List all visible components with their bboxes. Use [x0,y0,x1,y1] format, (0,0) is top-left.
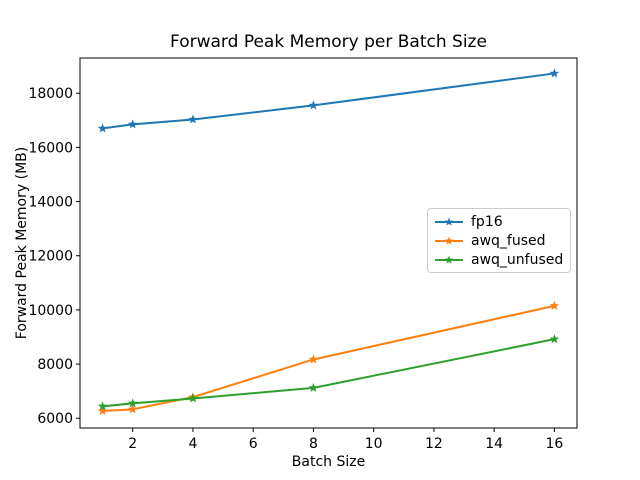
x-tick-label: 12 [425,436,443,452]
y-tick-label: 12000 [28,249,73,265]
y-tick-label: 6000 [37,411,73,427]
line-awq_unfused [101,338,556,408]
marker-fp16 [97,123,108,133]
legend-line-sample [435,236,463,245]
legend-line-sample [435,217,463,226]
x-tick-label: 2 [128,436,137,452]
legend-line-sample [435,255,463,264]
marker-fp16 [188,114,198,124]
y-tick-label: 18000 [28,86,73,102]
legend-item-fp16: fp16 [434,215,564,229]
marker-awq_unfused [188,393,198,403]
marker-awq_fused [549,300,560,310]
axes-box [79,57,578,429]
marker-awq_fused [97,405,108,415]
line-awq_fused [101,304,556,412]
y-tick-label: 10000 [28,303,73,319]
marker-awq_unfused [127,398,138,408]
x-tick-label: 14 [485,436,503,452]
legend-label: awq_fused [471,232,546,249]
marker-awq_unfused [97,401,108,411]
legend-label: awq_unfused [471,251,564,268]
marker-awq_unfused [549,334,560,344]
legend-item-awq_unfused: awq_unfused [434,253,564,267]
x-tick-label: 10 [365,436,383,452]
marker-fp16 [549,68,560,78]
y-tick-label: 16000 [28,140,73,156]
x-tick-label: 4 [188,436,197,452]
marker-awq_unfused [308,382,319,392]
marker-awq_fused [127,404,138,414]
x-tick-label: 6 [249,436,258,452]
y-tick-label: 14000 [28,195,73,211]
legend-item-awq_fused: awq_fused [434,234,564,248]
line-fp16 [101,72,556,130]
x-axis-label: Batch Size [291,454,366,470]
x-tick-label: 16 [545,436,563,452]
marker-fp16 [308,100,319,110]
y-tick-label: 8000 [37,357,73,373]
marker-awq_fused [308,354,319,364]
chart-title: Forward Peak Memory per Batch Size [170,32,487,52]
x-tick-label: 8 [309,436,318,452]
marker-fp16 [127,119,138,129]
legend-label: fp16 [471,213,503,230]
legend: fp16 awq_fused awq_unfused [427,208,571,273]
